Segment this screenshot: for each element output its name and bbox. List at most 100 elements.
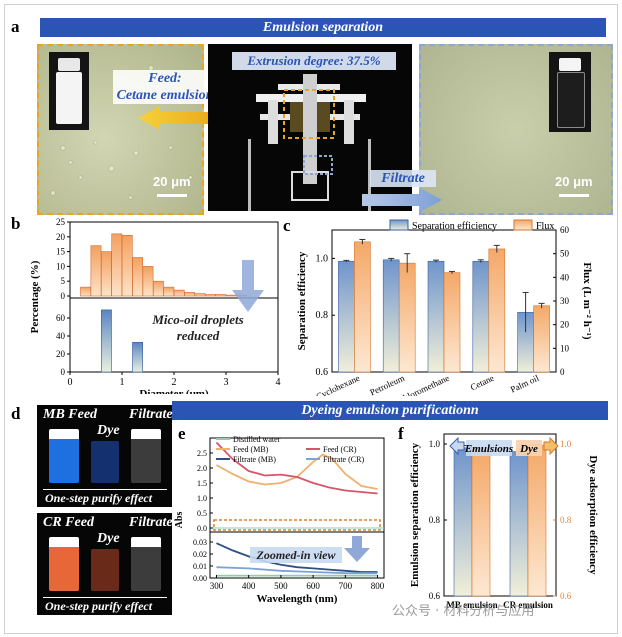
chart-c-ylabel: Separation efficiency	[296, 251, 308, 350]
chart-b-top-bar	[184, 292, 195, 297]
chart-b-top-bar	[153, 280, 164, 297]
mb-footer-label: One-step purify effect	[45, 491, 153, 505]
chart-b-xtick-label: 1	[120, 377, 125, 388]
vial-feed	[49, 52, 89, 130]
filtrate-callout: Filtrate	[370, 170, 436, 187]
panel-label-f: f	[398, 424, 404, 443]
chart-e-frame	[209, 437, 385, 579]
chart-f-y2tick-label: 0.6	[560, 591, 572, 601]
chart-f-efficiency: MB emulsion CR emulsion 0.6 0.8 1.0 0.6 0.8 1.0…	[409, 433, 599, 610]
chart-f-category-label: MB emulsion	[446, 600, 497, 610]
mb-feed-vial	[49, 429, 79, 483]
chart-f-dye-bar	[527, 444, 547, 597]
chart-c-sep-bar	[427, 260, 445, 373]
chart-e-legend-label: Filtrate (CR)	[323, 455, 364, 464]
chart-b-top-ytick-label: 25	[56, 217, 66, 227]
cr-dye-vial	[91, 549, 119, 591]
mb-dye-vial	[91, 441, 119, 483]
chart-e-series-line	[216, 453, 378, 490]
chart-b-ylabel: Percentage (%)	[29, 260, 41, 333]
panel-label-a: a	[11, 17, 20, 36]
chart-c-flux-bar	[533, 305, 550, 373]
chart-f-y2tick-label: 0.8	[560, 515, 572, 525]
chart-e-top-ytick-label: 1.5	[197, 479, 207, 488]
cr-purify-line	[43, 597, 167, 598]
chart-e-legend-label: Feed (CR)	[323, 445, 357, 454]
cr-dye-label: Dye	[97, 531, 120, 546]
chart-b-top-bar	[90, 245, 102, 297]
figure-frame	[4, 4, 618, 634]
feed-arrow	[138, 106, 228, 130]
chart-b-top-bar	[163, 286, 175, 297]
chart-e-bottom-ytick-label: 0.00	[193, 574, 207, 583]
chart-b-bottom-bar	[101, 309, 112, 373]
panel-label-c: c	[283, 216, 291, 235]
cr-photo: CR Feed Filtrate Dye One-step purify eff…	[37, 513, 173, 615]
chart-b-top-ytick-label: 10	[56, 261, 66, 271]
chart-b-diameter-histogram: 0 5 10 15 20 25 0 20 40 60 0 1 2 3 4 Diameter (μm) Perce…	[29, 217, 281, 394]
mb-dye-label: Dye	[97, 423, 120, 438]
chart-c-ytick-label: 1.0	[316, 253, 329, 264]
chart-c-y2tick-label: 60	[560, 225, 570, 235]
chart-c-y2tick-label: 20	[560, 320, 570, 330]
chart-b-top-bar	[80, 286, 91, 297]
chart-f-ytick-label: 0.8	[429, 515, 441, 525]
banner-emulsion-separation: Emulsion separation	[40, 18, 606, 37]
chart-e-xtick-label: 700	[339, 581, 353, 591]
micrograph-filtrate: 20 μm	[419, 44, 613, 215]
chart-b-top-bar	[205, 294, 216, 297]
panel-label-e: e	[178, 424, 186, 443]
chart-f-emulsion-bar	[453, 447, 473, 597]
chart-b-xtick-label: 2	[172, 377, 177, 388]
scale-bar-right	[559, 194, 589, 197]
chart-e-top-ytick-label: 0.0	[197, 524, 207, 533]
chart-c-flux-bar	[443, 272, 461, 373]
vial-filtrate	[549, 52, 591, 132]
scale-label-right: 20 μm	[555, 174, 593, 189]
chart-b-xtick-label: 0	[68, 377, 73, 388]
chart-e-xtick-label: 300	[210, 581, 224, 591]
chart-c-flux-bar	[488, 248, 506, 373]
chart-b-top-ytick-label: 20	[56, 232, 66, 242]
chart-b-bottom-ytick-label: 60	[56, 313, 66, 323]
chart-b-top-bar	[132, 257, 143, 297]
chart-e-series-line	[216, 542, 378, 573]
cr-filtrate-vial	[131, 537, 161, 591]
scale-label-left: 20 μm	[153, 174, 191, 189]
chart-b-top-bar	[215, 294, 227, 297]
chart-c-legend-sep: Separation efficiency	[412, 221, 497, 232]
chart-c-y2tick-label: 50	[560, 249, 570, 259]
chart-b-top-bar	[121, 235, 133, 297]
chart-f-ylabel: Emulsion separation efficiency	[409, 442, 421, 587]
chart-b-xtick-label: 3	[224, 377, 229, 388]
chart-f-legend-emulsion: Emulsions	[464, 443, 513, 455]
panel-label-d: d	[11, 404, 21, 423]
chart-f-right-arrow	[543, 436, 559, 456]
chart-e-down-arrow	[344, 536, 370, 562]
chart-e-top-ytick-label: 2.0	[197, 464, 207, 473]
chart-c-sep-bar	[338, 260, 355, 373]
chart-c-flux-bar	[354, 241, 371, 373]
chart-f-legend-emulsion-bg	[466, 440, 512, 456]
extrusion-callout: Extrusion degree: 37.5%	[232, 52, 396, 70]
chart-f-emulsion-bar	[509, 451, 529, 597]
chart-e-legend-label: Filtrate (MB)	[233, 455, 276, 464]
chart-b-top-ytick-label: 0	[61, 291, 66, 301]
mb-photo: MB Feed Filtrate Dye One-step purify eff…	[37, 405, 173, 507]
chart-c-y2tick-label: 0	[560, 367, 565, 377]
chart-c-y2label: Flux (L m⁻² h⁻¹)	[581, 262, 593, 340]
chart-e-top-ytick-label: 0.5	[197, 509, 207, 518]
chart-f-ytick-label: 0.6	[429, 591, 441, 601]
cr-feed-label: CR Feed	[43, 515, 94, 530]
chart-f-category-label: CR emulsion	[503, 600, 553, 610]
chart-c-legend-swatch-sep	[389, 219, 409, 231]
chart-b-xlabel: Diameter (μm)	[139, 388, 209, 394]
chart-b-bottom-bar	[132, 342, 143, 373]
feed-sub-label: Cetane emulsion	[116, 88, 214, 103]
panel-label-b: b	[11, 214, 21, 233]
chart-c-y2tick-label: 40	[560, 272, 570, 282]
chart-c-category-label: Cetane	[469, 373, 496, 393]
mb-filtrate-vial	[131, 429, 161, 483]
chart-c-ytick-label: 0.6	[316, 367, 329, 378]
